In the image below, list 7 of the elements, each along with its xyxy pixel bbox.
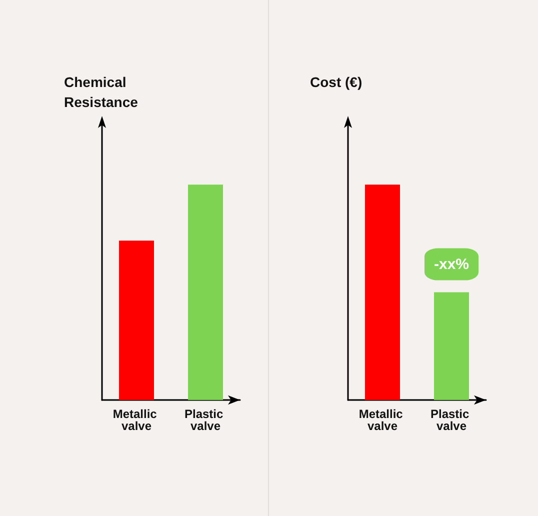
x-tick-label: Metallic valve	[112, 407, 160, 433]
x-tick-label: Plastic valve	[184, 407, 227, 433]
x-tick-label: Plastic valve	[430, 407, 473, 433]
y-axis-title: Cost (€)	[310, 74, 362, 90]
x-tick-label: Metallic valve	[358, 407, 406, 433]
y-axis-title: Chemical Resistance	[64, 74, 138, 110]
annotation: -xx%	[434, 256, 470, 273]
